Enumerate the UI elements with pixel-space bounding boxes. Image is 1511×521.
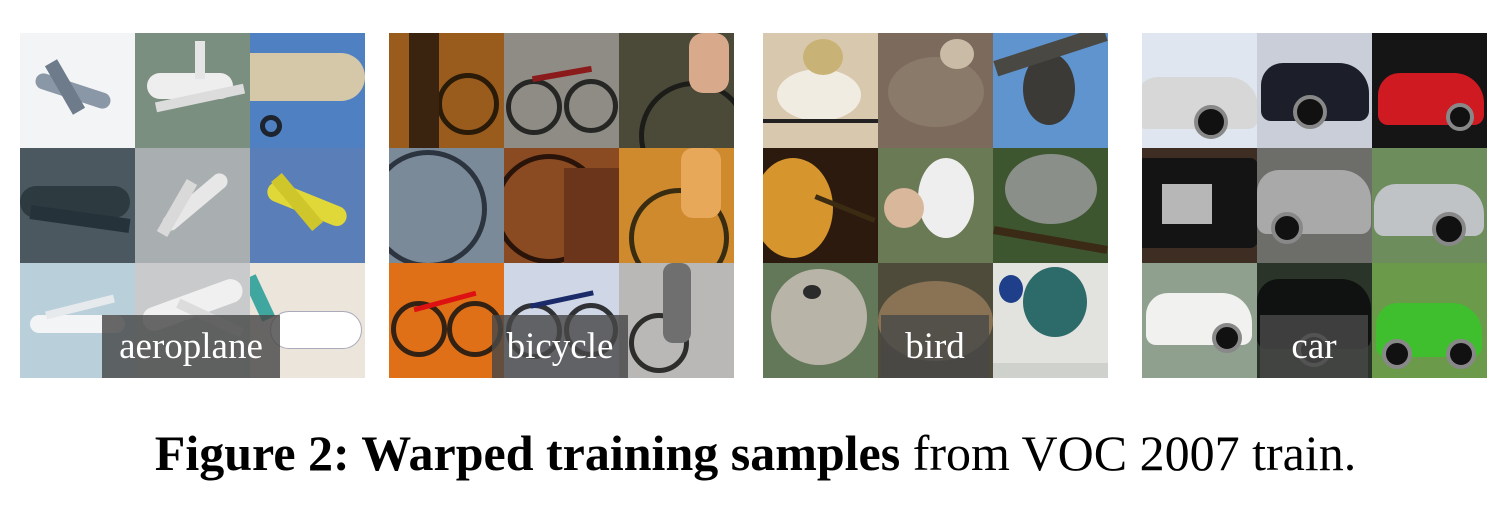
sample-tile [993,263,1108,378]
class-panel-car: car [1142,33,1487,378]
caption-normal-text: from VOC 2007 train. [900,425,1357,481]
sample-tile [135,33,250,148]
sample-tile [389,148,504,263]
sample-tile [1142,148,1257,263]
sample-tile [993,148,1108,263]
sample-tile [250,148,365,263]
sample-tile [1257,148,1372,263]
sample-tile [763,263,878,378]
class-label: aeroplane [102,315,280,378]
sample-tile [250,33,365,148]
class-label: bird [881,315,989,378]
sample-tile [1372,33,1487,148]
sample-tile [619,33,734,148]
sample-tile [619,148,734,263]
sample-tile [389,263,504,378]
class-panel-bird: bird [763,33,1108,378]
sample-tile [389,33,504,148]
sample-tile [1372,263,1487,378]
sample-tile [1257,33,1372,148]
sample-tile [1142,33,1257,148]
sample-tile [135,148,250,263]
sample-tile [763,33,878,148]
class-label: car [1260,315,1368,378]
sample-tile [504,33,619,148]
sample-tile [504,148,619,263]
sample-tile [619,263,734,378]
sample-tile [993,33,1108,148]
sample-tile [20,148,135,263]
caption-bold-text: Figure 2: Warped training samples [154,425,901,481]
sample-tile [1142,263,1257,378]
sample-tile [878,33,993,148]
figure-caption: Figure 2: Warped training samples from V… [0,418,1511,488]
sample-tile [878,148,993,263]
class-label: bicycle [492,315,628,378]
sample-tile [20,33,135,148]
class-panel-aeroplane: aeroplane [20,33,365,378]
figure-image-grid: aeroplane [20,33,1487,378]
sample-tile [1372,148,1487,263]
sample-tile [763,148,878,263]
class-panel-bicycle: bicycle [389,33,734,378]
